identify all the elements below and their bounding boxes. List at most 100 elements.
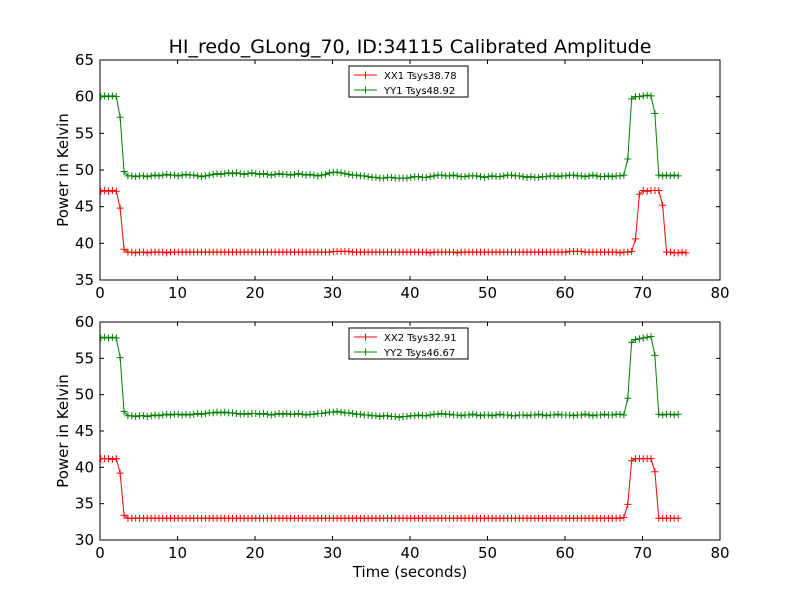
data-point-marker <box>101 333 109 341</box>
data-point-marker <box>318 171 326 179</box>
data-point-marker <box>155 172 163 180</box>
y-tick-label: 35 <box>75 271 94 289</box>
data-point-marker <box>453 172 461 180</box>
data-point-marker <box>209 409 217 417</box>
data-point-marker <box>163 249 171 257</box>
data-point-marker <box>426 173 434 181</box>
bottom-chart-panel: 0 10 20 30 40 50 60 70 80 30 35 40 45 50 55 60 Power in … <box>54 313 730 581</box>
data-point-marker <box>434 410 442 418</box>
data-point-marker <box>322 409 330 417</box>
data-point-marker <box>682 249 690 257</box>
data-point-marker <box>337 408 345 416</box>
data-point-marker <box>201 172 209 180</box>
data-point-marker <box>581 173 589 181</box>
legend-box <box>348 65 469 98</box>
data-point-marker <box>635 190 643 198</box>
data-point-marker <box>477 412 485 420</box>
data-point-marker <box>132 249 140 257</box>
data-point-marker <box>624 500 632 508</box>
data-point-marker <box>105 455 113 463</box>
data-point-marker <box>252 410 260 418</box>
data-point-marker <box>449 248 457 256</box>
data-point-marker <box>267 171 275 179</box>
data-point-marker <box>527 173 535 181</box>
data-point-marker <box>508 171 516 179</box>
data-point-marker <box>539 411 547 419</box>
series-008000-group <box>100 91 682 182</box>
figure-title: HI_redo_GLong_70, ID:34115 Calibrated Am… <box>169 36 652 58</box>
data-point-marker <box>616 410 624 418</box>
data-point-marker <box>639 187 647 195</box>
data-point-marker <box>318 410 326 418</box>
data-point-marker <box>100 93 105 101</box>
data-point-marker <box>570 412 578 420</box>
data-point-marker <box>620 513 628 521</box>
data-point-marker <box>628 457 636 465</box>
data-point-marker <box>663 171 671 179</box>
data-point-marker <box>659 172 667 180</box>
data-point-marker <box>225 169 233 177</box>
data-point-marker <box>201 410 209 418</box>
data-point-marker <box>430 172 438 180</box>
legend-label: XX2 Tsys32.91 <box>384 333 457 344</box>
data-point-marker <box>655 171 663 179</box>
data-point-marker <box>174 410 182 418</box>
data-point-marker <box>647 333 655 341</box>
data-point-marker <box>236 410 244 418</box>
data-point-marker <box>155 412 163 420</box>
x-tick-label: 60 <box>555 544 574 562</box>
data-point-marker <box>194 172 202 180</box>
x-tick-label: 0 <box>95 544 105 562</box>
data-point-marker <box>209 170 217 178</box>
data-point-marker <box>221 170 229 178</box>
data-point-marker <box>236 170 244 178</box>
data-point-marker <box>116 204 124 212</box>
data-point-marker <box>294 170 302 178</box>
data-point-marker <box>229 170 237 178</box>
data-point-marker <box>372 412 380 420</box>
data-point-marker <box>178 171 186 179</box>
x-tick-label: 30 <box>323 284 342 302</box>
data-point-marker <box>372 173 380 181</box>
data-point-marker <box>186 411 194 419</box>
data-point-marker <box>159 171 167 179</box>
data-point-marker <box>147 172 155 180</box>
data-point-marker <box>105 187 113 195</box>
data-point-marker <box>488 172 496 180</box>
x-tick-label: 50 <box>478 544 497 562</box>
data-point-marker <box>105 93 113 101</box>
data-point-marker <box>666 248 674 256</box>
x-tick-label: 70 <box>633 284 652 302</box>
data-point-marker <box>554 173 562 181</box>
data-point-marker <box>531 411 539 419</box>
data-point-marker <box>535 410 543 418</box>
data-point-marker <box>670 411 678 419</box>
data-point-marker <box>589 412 597 420</box>
data-point-marker <box>624 248 632 256</box>
data-point-marker <box>298 410 306 418</box>
data-point-marker <box>461 173 469 181</box>
x-tick-label: 60 <box>555 284 574 302</box>
data-point-marker <box>302 411 310 419</box>
data-point-marker <box>120 407 128 415</box>
data-point-marker <box>333 407 341 415</box>
data-point-marker <box>232 169 240 177</box>
data-point-marker <box>190 410 198 418</box>
x-tick-label: 20 <box>245 544 264 562</box>
data-point-marker <box>438 171 446 179</box>
data-point-marker <box>477 173 485 181</box>
data-point-marker <box>291 410 299 418</box>
data-point-marker <box>519 411 527 419</box>
data-point-marker <box>108 333 116 341</box>
y-tick-label: 55 <box>75 349 94 367</box>
data-point-marker <box>108 92 116 100</box>
data-point-marker <box>376 412 384 420</box>
data-point-marker <box>624 155 632 163</box>
data-point-marker <box>651 468 659 476</box>
data-point-marker <box>252 170 260 178</box>
data-point-marker <box>291 170 299 178</box>
data-point-marker <box>608 411 616 419</box>
y-tick-label: 30 <box>75 531 94 549</box>
data-point-marker <box>108 455 116 463</box>
